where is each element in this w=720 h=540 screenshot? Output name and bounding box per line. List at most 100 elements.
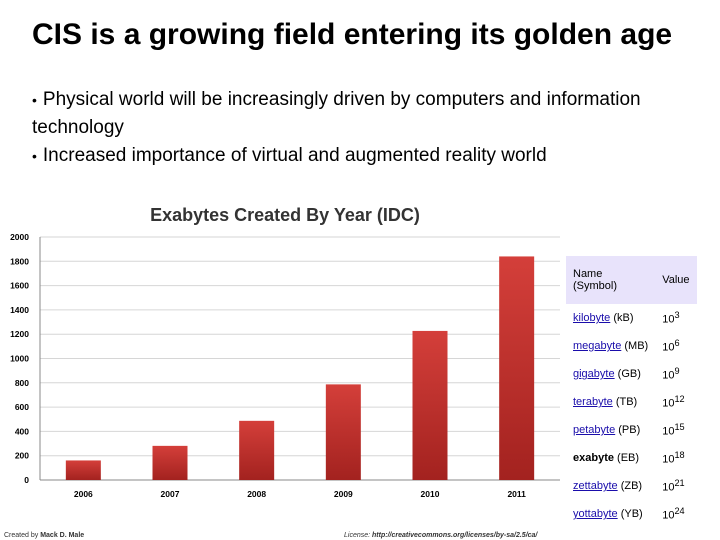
bar-chart: Exabytes Created By Year (IDC) 0 200 400 60… <box>10 205 560 499</box>
unit-value-cell: 109 <box>655 360 696 388</box>
unit-name-cell: exabyte (EB) <box>566 444 655 472</box>
unit-symbol: (PB) <box>618 424 641 436</box>
bullet-dot-icon: • <box>32 92 37 108</box>
units-table: Name (Symbol) Value kilobyte (kB) 103 megab… <box>566 256 697 528</box>
unit-value-exponent: 9 <box>674 366 680 377</box>
table-row: zettabyte (ZB) 1021 <box>566 472 697 500</box>
y-tick-label: 600 <box>15 402 29 412</box>
y-tick-label: 800 <box>15 378 29 388</box>
unit-name-cell: zettabyte (ZB) <box>566 472 655 500</box>
unit-symbol: (kB) <box>613 312 634 324</box>
table-row: kilobyte (kB) 103 <box>566 304 697 332</box>
unit-name-cell: gigabyte (GB) <box>566 360 655 388</box>
bullet-item: • Physical world will be increasingly dri… <box>32 86 692 142</box>
unit-link[interactable]: petabyte <box>573 424 616 436</box>
bullet-text: Physical world will be increasingly driv… <box>32 89 641 138</box>
bullet-dot-icon: • <box>32 148 37 164</box>
unit-link[interactable]: zettabyte <box>573 480 618 492</box>
unit-symbol: (GB) <box>617 368 641 380</box>
y-tick-label: 1400 <box>10 305 29 315</box>
unit-name-cell: petabyte (PB) <box>566 416 655 444</box>
header-name-line: (Symbol) <box>573 280 618 292</box>
author-name[interactable]: Mack D. Male <box>40 532 85 539</box>
footer-license: License: http://creativecommons.org/lice… <box>344 532 537 539</box>
unit-value-cell: 1015 <box>655 416 696 444</box>
license-link[interactable]: http://creativecommons.org/licenses/by-s… <box>372 532 538 539</box>
header-name-symbol: Name (Symbol) <box>566 256 656 304</box>
created-by-label: Created by <box>4 532 39 539</box>
unit-value-exponent: 12 <box>674 394 685 405</box>
x-tick-label: 2011 <box>507 489 526 499</box>
unit-value-exponent: 21 <box>674 478 685 489</box>
unit-name-cell: kilobyte (kB) <box>566 304 655 332</box>
unit-value-exponent: 24 <box>674 506 685 517</box>
unit-value-base: 10 <box>662 341 675 354</box>
y-tick-label: 1200 <box>10 329 29 339</box>
unit-symbol: (ZB) <box>620 480 643 492</box>
table-row: petabyte (PB) 1015 <box>566 416 697 444</box>
y-tick-label: 1600 <box>10 281 29 291</box>
x-tick-label: 2006 <box>74 489 93 499</box>
unit-value-cell: 1024 <box>655 500 696 528</box>
x-tick-label: 2009 <box>334 489 353 499</box>
table-row: terabyte (TB) 1012 <box>566 388 697 416</box>
unit-symbol: (MB) <box>624 340 649 352</box>
bar-2006 <box>65 460 101 480</box>
y-tick-label: 200 <box>15 451 29 461</box>
slide-title: CIS is a growing field entering its gold… <box>32 18 673 51</box>
bullet-list: • Physical world will be increasingly dri… <box>32 86 692 170</box>
table-row: megabyte (MB) 106 <box>566 332 697 360</box>
bar-2010 <box>412 330 448 480</box>
chart-title: Exabytes Created By Year (IDC) <box>150 205 420 225</box>
y-tick-label: 0 <box>24 475 29 485</box>
unit-link[interactable]: terabyte <box>573 396 613 408</box>
unit-value-exponent: 18 <box>674 450 685 461</box>
y-tick-label: 1800 <box>10 256 29 266</box>
unit-name: exabyte <box>573 452 614 464</box>
bar-2008 <box>239 420 275 480</box>
header-value: Value <box>655 256 697 304</box>
footer-credit: Created by Mack D. Male <box>4 532 84 539</box>
unit-symbol: (YB) <box>620 508 643 520</box>
unit-value-cell: 1012 <box>655 388 696 416</box>
table-row: exabyte (EB) 1018 <box>566 444 697 472</box>
unit-name-cell: megabyte (MB) <box>566 332 655 360</box>
bullet-text: Increased importance of virtual and augm… <box>42 145 547 166</box>
unit-value-cell: 1018 <box>655 444 696 472</box>
unit-value-base: 10 <box>662 481 675 494</box>
header-name-line: Name <box>573 268 603 280</box>
unit-value-exponent: 3 <box>674 310 680 321</box>
unit-value-cell: 106 <box>655 332 696 360</box>
table-header-row: Name (Symbol) Value <box>566 256 697 304</box>
unit-symbol: (TB) <box>615 396 638 408</box>
unit-value-base: 10 <box>662 453 675 466</box>
bullet-item: • Increased importance of virtual and aug… <box>32 142 692 170</box>
unit-value-base: 10 <box>662 369 675 382</box>
unit-symbol: (EB) <box>617 452 640 464</box>
bar-2009 <box>325 384 361 480</box>
table-row: gigabyte (GB) 109 <box>566 360 697 388</box>
unit-value-exponent: 6 <box>674 338 680 349</box>
y-tick-label: 2000 <box>10 232 29 242</box>
unit-value-base: 10 <box>662 425 675 438</box>
unit-link[interactable]: megabyte <box>573 340 622 352</box>
unit-value-base: 10 <box>662 313 675 326</box>
y-tick-label: 400 <box>15 426 29 436</box>
unit-value-cell: 103 <box>655 304 696 332</box>
y-tick-label: 1000 <box>10 354 29 364</box>
x-tick-label: 2008 <box>247 489 266 499</box>
unit-value-base: 10 <box>662 397 675 410</box>
table-row: yottabyte (YB) 1024 <box>566 500 697 528</box>
unit-name-cell: terabyte (TB) <box>566 388 655 416</box>
bar-2007 <box>152 445 188 480</box>
unit-value-cell: 1021 <box>655 472 696 500</box>
bar-2011 <box>499 256 535 480</box>
unit-name-cell: yottabyte (YB) <box>566 500 655 528</box>
unit-link[interactable]: gigabyte <box>573 368 615 380</box>
x-tick-label: 2007 <box>161 489 180 499</box>
unit-value-exponent: 15 <box>674 422 685 433</box>
unit-link[interactable]: kilobyte <box>573 312 611 324</box>
unit-link[interactable]: yottabyte <box>573 508 618 520</box>
unit-value-base: 10 <box>662 509 675 522</box>
license-label: License: <box>344 532 371 539</box>
